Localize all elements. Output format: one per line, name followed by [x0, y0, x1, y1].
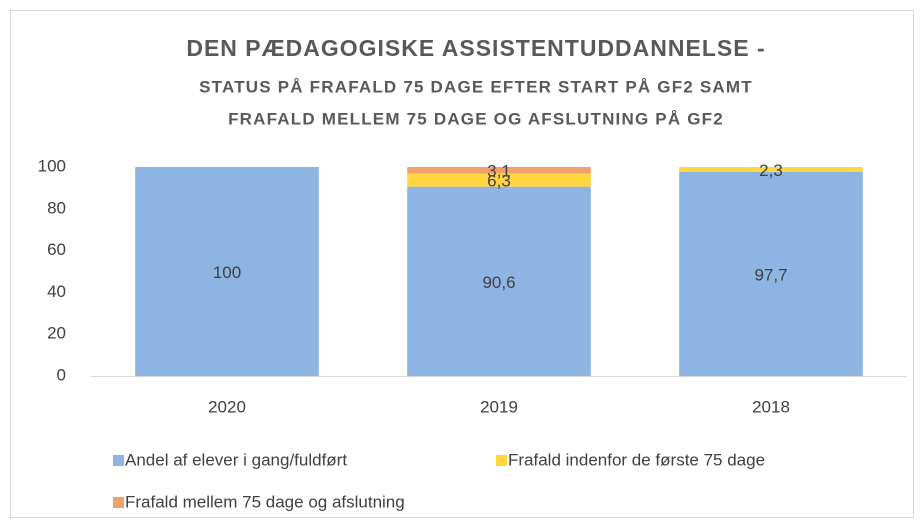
chart-subtitle: STATUS PÅ FRAFALD 75 DAGE EFTER START PÅ… [199, 77, 753, 96]
bar-segment [407, 173, 591, 187]
bar-segment [679, 167, 863, 172]
x-tick-label: 2018 [752, 397, 790, 416]
chart-title: DEN PÆDAGOGISKE ASSISTENTUDDANNELSE - [186, 35, 765, 61]
bar-segment [407, 186, 591, 376]
y-tick-label: 0 [57, 365, 66, 384]
bar-segment [135, 167, 319, 376]
legend-swatch [113, 455, 124, 466]
y-tick-label: 40 [47, 282, 66, 301]
data-label: 3,1 [487, 162, 511, 181]
bar-segment [679, 171, 863, 376]
chart-subtitle: FRAFALD MELLEM 75 DAGE OG AFSLUTNING PÅ … [228, 109, 724, 128]
legend-label: Andel af elever i gang/fuldført [125, 450, 347, 469]
legend-label: Frafald indenfor de første 75 dage [508, 450, 765, 469]
legend-label: Frafald mellem 75 dage og afslutning [125, 492, 405, 511]
y-tick-label: 20 [47, 324, 66, 343]
bar-segment [407, 167, 591, 174]
data-label: 2,3 [759, 161, 783, 180]
data-label: 97,7 [754, 265, 787, 284]
y-tick-label: 60 [47, 240, 66, 259]
legend-swatch [496, 455, 507, 466]
data-label: 90,6 [482, 273, 515, 292]
data-label: 6,3 [487, 172, 511, 191]
legend-swatch [113, 497, 124, 508]
y-tick-label: 80 [47, 198, 66, 217]
x-tick-label: 2020 [208, 397, 246, 416]
y-tick-label: 100 [38, 156, 66, 175]
data-label: 100 [213, 263, 241, 282]
x-tick-label: 2019 [480, 397, 518, 416]
